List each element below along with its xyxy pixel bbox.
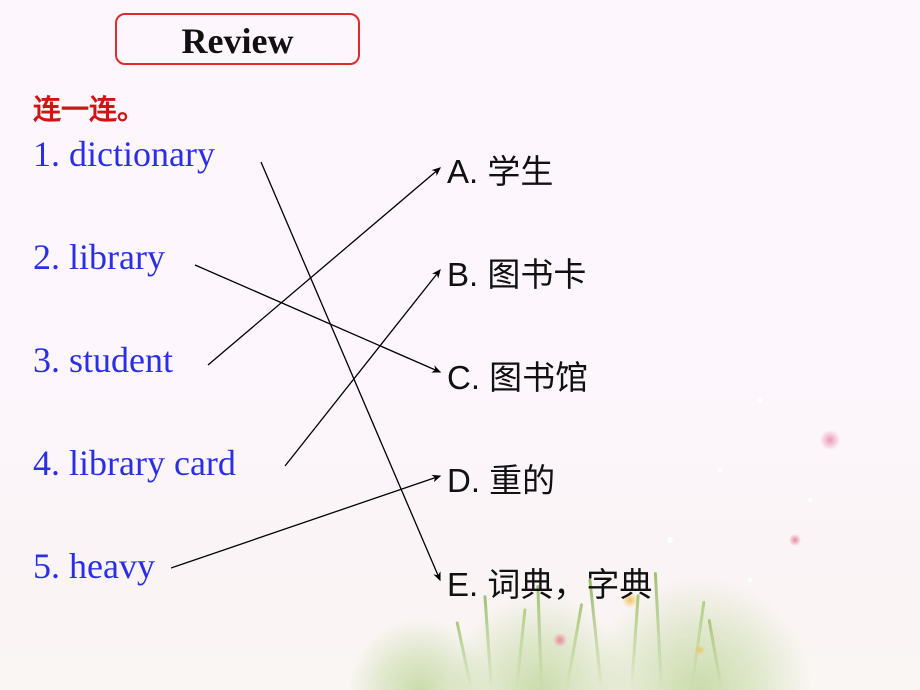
right-item-d: D. 重的	[447, 454, 555, 502]
left-item-library-card: 4. library card	[33, 442, 236, 484]
review-title-box: Review	[115, 13, 360, 65]
left-item-word: library	[69, 237, 165, 277]
right-item-word: 图书卡	[487, 256, 586, 293]
right-item-c: C. 图书馆	[447, 351, 588, 399]
left-item-number: 4.	[33, 443, 60, 483]
left-item-library: 2. library	[33, 236, 165, 278]
left-item-word: dictionary	[69, 134, 215, 174]
right-item-letter: B.	[447, 256, 478, 293]
left-item-heavy: 5. heavy	[33, 545, 155, 587]
left-item-number: 5.	[33, 546, 60, 586]
right-item-letter: C.	[447, 359, 480, 396]
instruction-label: 连一连。	[33, 95, 145, 126]
instruction-text: 连一连。	[33, 88, 145, 128]
right-item-b: B. 图书卡	[447, 248, 586, 296]
right-item-word: 重的	[489, 462, 555, 499]
right-item-word: 学生	[487, 153, 553, 190]
left-item-word: heavy	[69, 546, 155, 586]
left-item-word: library card	[69, 443, 236, 483]
left-item-number: 1.	[33, 134, 60, 174]
review-title-text: Review	[182, 21, 294, 61]
right-item-letter: E.	[447, 566, 478, 603]
right-item-letter: D.	[447, 462, 480, 499]
right-item-word: 图书馆	[489, 359, 588, 396]
right-item-letter: A.	[447, 153, 478, 190]
right-item-word: 词典，字典	[487, 566, 652, 603]
right-item-e: E. 词典，字典	[447, 558, 652, 606]
left-item-dictionary: 1. dictionary	[33, 133, 215, 175]
left-item-student: 3. student	[33, 339, 173, 381]
left-item-number: 3.	[33, 340, 60, 380]
right-item-a: A. 学生	[447, 145, 553, 193]
left-item-word: student	[69, 340, 173, 380]
left-item-number: 2.	[33, 237, 60, 277]
